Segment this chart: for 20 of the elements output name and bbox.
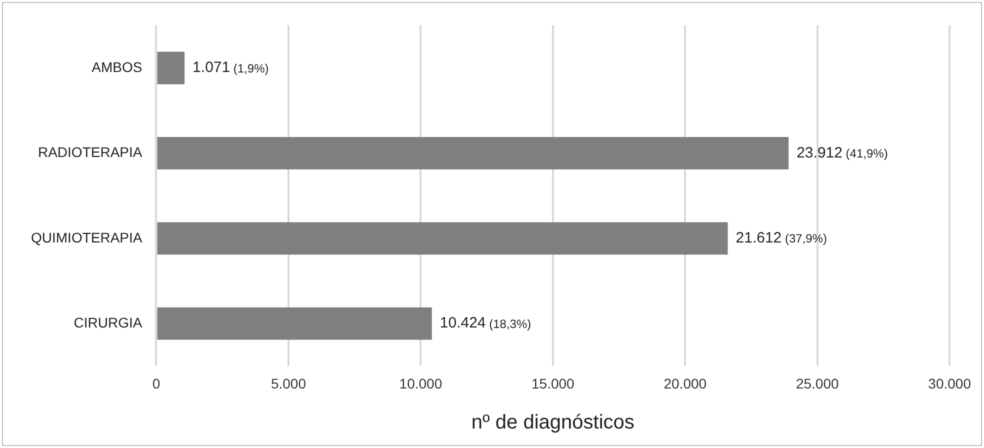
data-label: 23.912 (41,9%) xyxy=(796,144,888,162)
y-tick-label: RADIOTERAPIA xyxy=(38,144,143,160)
bar xyxy=(157,307,432,340)
bar xyxy=(157,52,185,84)
x-tick-label: 15.000 xyxy=(532,375,575,392)
bar xyxy=(157,137,789,170)
x-tick-label: 20.000 xyxy=(664,375,707,392)
y-tick-label: QUIMIOTERAPIA xyxy=(31,229,143,246)
x-tick-label: 0 xyxy=(152,375,160,392)
x-tick-label: 30.000 xyxy=(928,375,972,392)
x-tick-label: 5.000 xyxy=(270,375,306,392)
bar xyxy=(157,222,728,255)
x-axis-title: nº de diagnósticos xyxy=(471,412,634,434)
x-tick-label: 25.000 xyxy=(796,375,839,392)
data-label: 10.424 (18,3%) xyxy=(440,314,532,332)
data-label: 1.071 (1,9%) xyxy=(192,59,269,76)
y-tick-label: AMBOS xyxy=(92,58,142,75)
x-tick-label: 10.000 xyxy=(399,375,442,392)
y-tick-label: CIRURGIA xyxy=(74,314,143,330)
data-label: 21.612 (37,9%) xyxy=(736,230,828,247)
